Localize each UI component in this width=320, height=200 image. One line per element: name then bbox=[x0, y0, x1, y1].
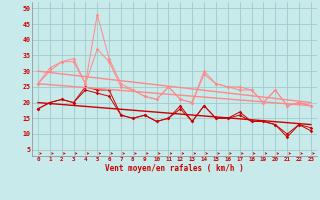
X-axis label: Vent moyen/en rafales ( km/h ): Vent moyen/en rafales ( km/h ) bbox=[105, 164, 244, 173]
